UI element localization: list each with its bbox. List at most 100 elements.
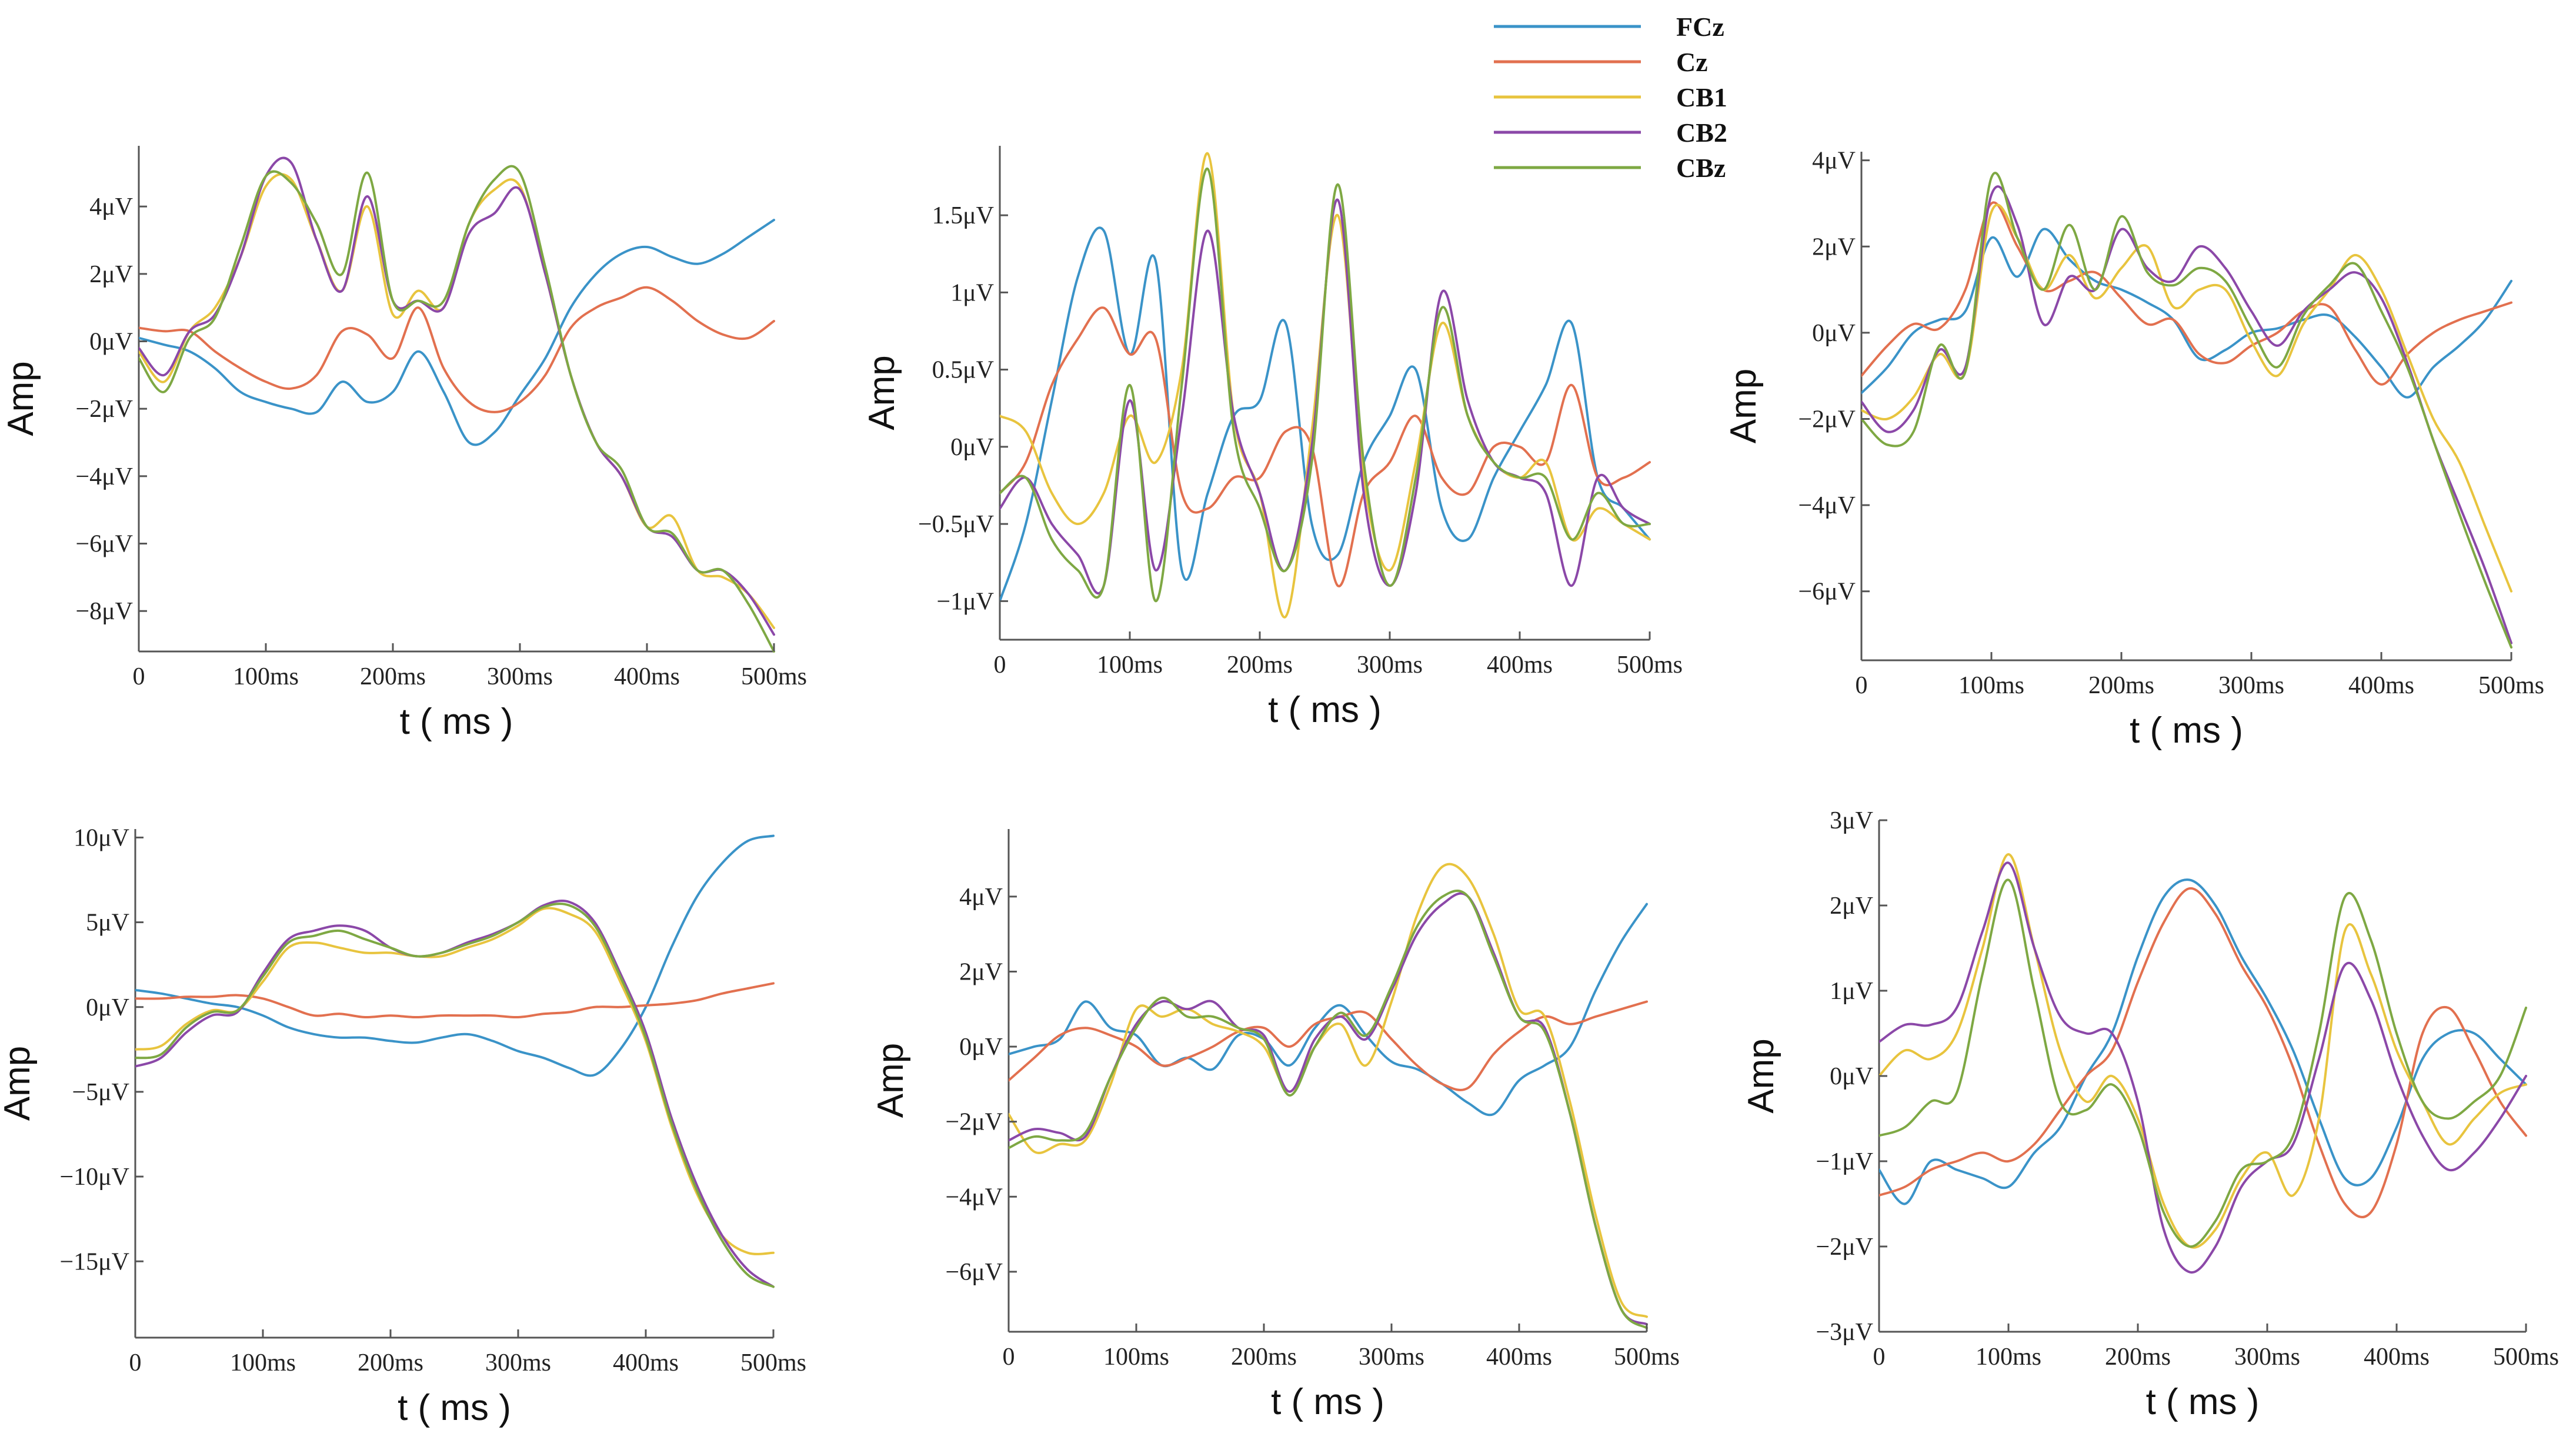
series-group [135,834,775,1288]
legend: FCz Cz CB1 CB2 CBz [1494,12,1727,183]
x-tick-label: 0 [1856,672,1868,699]
chart-panel-1: 0 100ms 200ms 300ms 400ms 500ms 4μV 2μV 0μV −2μV −… [1,146,807,742]
x-tick-label: 0 [1873,1344,1886,1371]
x-tick-label: 200ms [1231,1344,1297,1371]
series-line-fcz [139,219,775,446]
series-line-fcz [1009,903,1648,1117]
y-tick-label: 0μV [950,434,994,461]
y-tick-label: −6μV [75,531,133,558]
series-group [139,156,775,653]
x-axis-label: t ( ms ) [2146,1382,2260,1422]
y-axis-label: Amp [1,361,41,436]
series-group [1009,863,1648,1329]
x-axis-label: t ( ms ) [2130,710,2243,751]
x-tick-label: 400ms [614,663,680,690]
x-tick-label: 200ms [358,1349,423,1376]
series-group [1861,172,2512,649]
y-tick-label: 0.5μV [932,357,994,384]
series-line-cz [1000,306,1651,587]
series-group [1879,853,2527,1274]
series-line-cz [1009,1000,1648,1091]
y-axis-label: Amp [862,355,902,430]
series-line-cb1 [1000,152,1651,619]
chart-panel-4: 0 100ms 200ms 300ms 400ms 500ms 10μV 5μV 0μV −5μV… [0,824,806,1428]
x-tick-label: 300ms [2218,672,2284,699]
x-tick-label: 500ms [741,663,807,690]
y-tick-label: −4μV [75,463,133,490]
x-tick-label: 100ms [1976,1344,2041,1371]
y-tick-label: −0.5μV [918,511,994,538]
y-tick-label: 10μV [74,824,129,851]
series-line-fcz [135,834,775,1077]
x-axis-label: t ( ms ) [1268,690,1382,730]
series-line-cz [139,286,775,413]
x-tick-label: 300ms [487,663,553,690]
series-line-cb2 [1009,892,1648,1326]
y-tick-label: 4μV [1812,148,1856,175]
x-axis-label: t ( ms ) [1271,1382,1384,1422]
x-tick-label: 300ms [485,1349,551,1376]
x-tick-label: 100ms [230,1349,296,1376]
y-tick-label: 3μV [1830,807,1873,834]
series-line-cbz [135,903,775,1288]
series-line-cbz [1000,168,1651,603]
y-tick-label: 2μV [89,261,133,288]
series-line-fcz [1879,878,2527,1205]
x-tick-label: 0 [129,1349,142,1376]
y-axis-label: Amp [870,1043,911,1118]
y-tick-label: −3μV [1816,1319,1873,1346]
y-tick-label: −5μV [72,1079,129,1106]
series-line-cb2 [1000,198,1651,595]
series-line-cb1 [139,173,775,629]
y-tick-label: −4μV [945,1184,1003,1211]
y-tick-label: −10μV [59,1164,129,1191]
y-tick-label: −2μV [75,396,133,423]
y-tick-label: 2μV [959,958,1003,985]
y-tick-label: 1μV [950,279,994,306]
x-tick-label: 200ms [2105,1344,2171,1371]
legend-label-cb1: CB1 [1676,82,1727,112]
legend-label-cb2: CB2 [1676,118,1727,148]
x-axis-label: t ( ms ) [400,701,513,742]
y-tick-label: 0μV [959,1034,1003,1061]
y-tick-label: −15μV [59,1248,129,1275]
series-line-cz [135,982,775,1019]
y-tick-label: 0μV [86,994,129,1021]
legend-label-cz: Cz [1676,47,1708,77]
y-tick-label: 2μV [1812,233,1856,260]
x-tick-label: 300ms [1357,651,1423,679]
y-tick-label: 1μV [1830,978,1873,1005]
x-tick-label: 400ms [2348,672,2414,699]
y-tick-label: 4μV [89,193,133,220]
x-tick-label: 500ms [2493,1344,2559,1371]
chart-panel-3: 0 100ms 200ms 300ms 400ms 500ms 4μV 2μV 0μV −2μV −… [1723,148,2544,751]
x-tick-label: 100ms [1097,651,1163,679]
series-group [1000,152,1651,619]
series-line-cb2 [135,900,775,1288]
series-line-fcz [1000,226,1651,603]
series-line-cz [1861,201,2512,386]
x-tick-label: 300ms [2234,1344,2300,1371]
x-tick-label: 100ms [1958,672,2024,699]
series-line-cb2 [1861,185,2512,644]
series-line-cb2 [139,156,775,636]
series-line-cz [1879,887,2527,1219]
y-tick-label: −4μV [1798,492,1856,519]
series-line-cb1 [1009,863,1648,1318]
x-tick-label: 200ms [1227,651,1293,679]
x-tick-label: 500ms [1617,651,1683,679]
x-tick-label: 200ms [2088,672,2154,699]
x-tick-label: 400ms [1487,651,1553,679]
series-line-cbz [1009,890,1648,1329]
y-tick-label: 4μV [959,884,1003,911]
y-axis-label: Amp [1723,369,1764,443]
x-tick-label: 300ms [1359,1344,1424,1371]
series-line-cb1 [135,907,775,1255]
y-tick-label: 2μV [1830,893,1873,920]
chart-panels: 0 100ms 200ms 300ms 400ms 500ms 4μV 2μV 0μV −2μV −… [0,146,2559,1428]
y-tick-label: −2μV [945,1109,1003,1136]
chart-panel-2: 0 100ms 200ms 300ms 400ms 500ms 1.5μV 1μV 0.5μV 0… [862,146,1683,730]
series-line-cb1 [1879,853,2527,1249]
y-tick-label: −8μV [75,598,133,625]
series-line-cbz [139,165,775,653]
